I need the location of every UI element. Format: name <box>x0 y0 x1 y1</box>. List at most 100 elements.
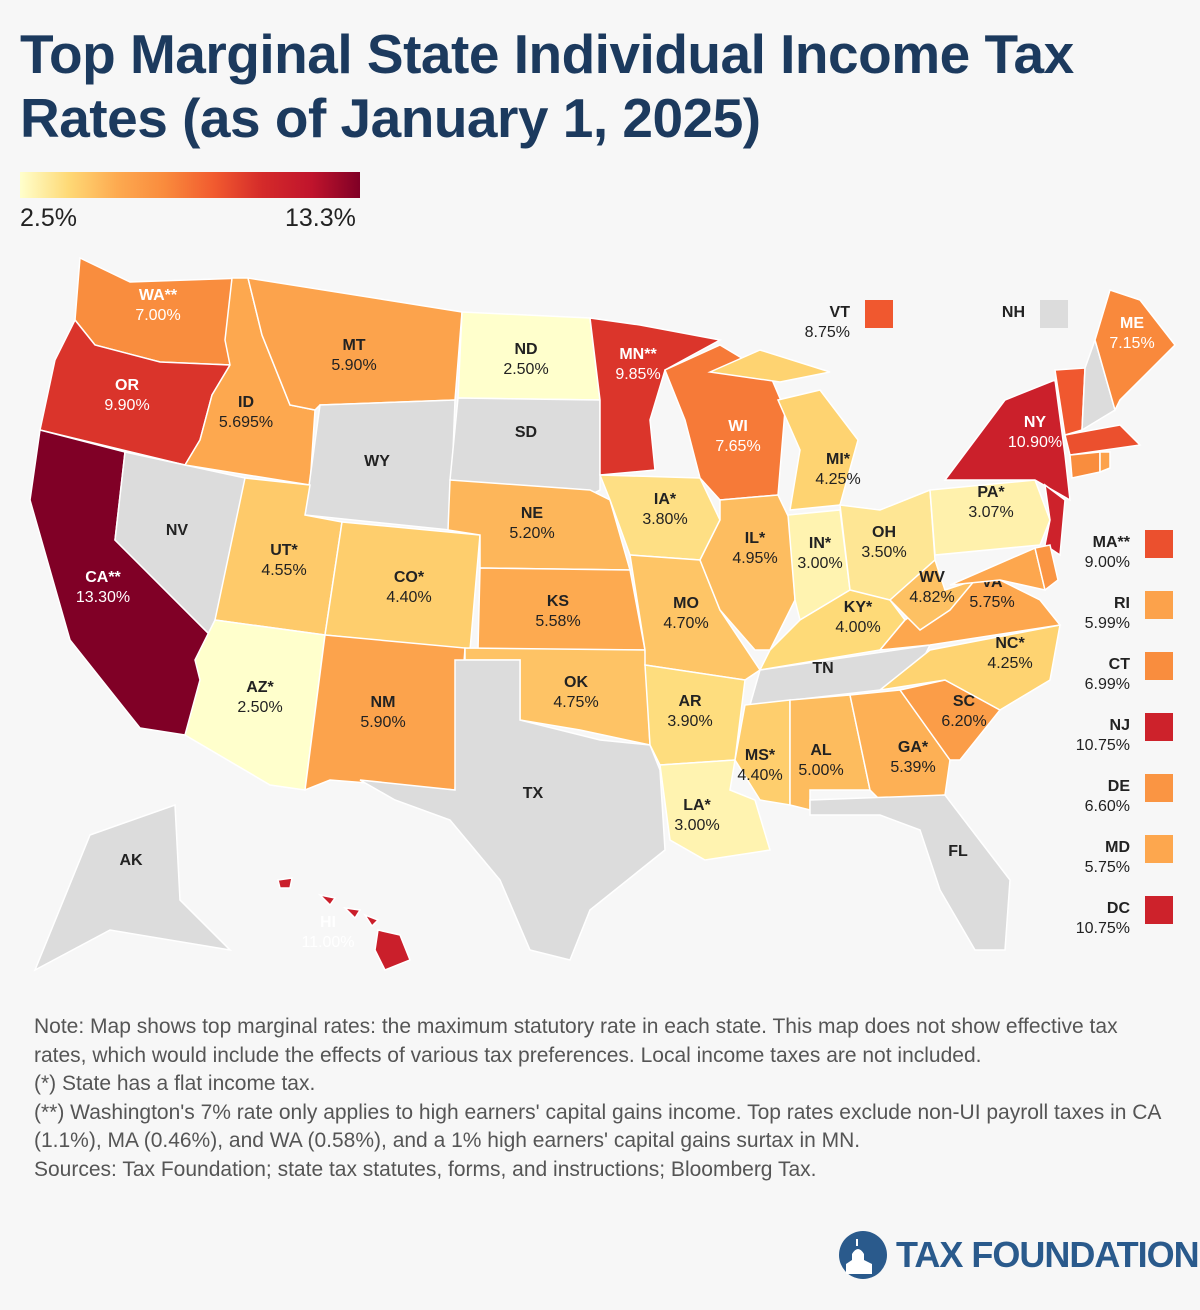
state-co: CO* 4.40% <box>324 521 481 651</box>
scale-min-label: 2.5% <box>20 204 77 232</box>
state-abbr-label: MI* <box>826 451 851 468</box>
state-abbr-label: TX <box>523 785 544 802</box>
state-rate-label: 4.40% <box>386 589 431 606</box>
state-sd: SD <box>449 397 601 496</box>
state-shape <box>589 317 723 476</box>
state-shape <box>1064 424 1142 456</box>
state-ak: AK <box>33 803 233 972</box>
state-abbr-label: CA** <box>85 569 121 586</box>
capitol-dome-icon <box>839 1231 887 1279</box>
legend-rate: 10.75% <box>1076 920 1130 937</box>
legend-abbr: NJ <box>1110 717 1130 734</box>
side-legend-ct: CT 6.99% <box>1085 652 1173 693</box>
state-rate-label: 4.55% <box>261 562 306 579</box>
state-abbr-label: NV <box>166 522 189 539</box>
state-abbr-label: MN** <box>619 346 657 363</box>
side-legend-ri: RI 5.99% <box>1085 591 1173 632</box>
state-rate-label: 4.25% <box>815 471 860 488</box>
state-shape <box>1094 289 1176 413</box>
state-fl: FL <box>809 794 1011 951</box>
state-rate-label: 5.695% <box>219 414 273 431</box>
state-shape <box>659 759 771 861</box>
page-title: Top Marginal State Individual Income Tax… <box>20 23 1074 149</box>
state-ma <box>1064 424 1142 456</box>
state-shape <box>449 397 601 496</box>
state-pa: PA* 3.07% <box>929 479 1051 556</box>
state-rate-label: 4.70% <box>663 615 708 632</box>
state-abbr-label: LA* <box>683 797 711 814</box>
legend-abbr: MA** <box>1093 534 1131 551</box>
state-abbr-label: SD <box>515 424 537 441</box>
state-nc: NC* 4.25% <box>877 624 1061 711</box>
state-rate-label: 5.00% <box>798 762 843 779</box>
state-shape <box>374 929 411 971</box>
legend-swatch <box>1145 774 1173 802</box>
state-shape <box>1069 451 1101 479</box>
state-abbr-label: NM <box>371 694 396 711</box>
state-shape <box>363 913 380 928</box>
state-rate-label: 11.00% <box>301 934 354 951</box>
state-rate-label: 13.30% <box>76 589 130 606</box>
state-abbr-label: NC* <box>995 635 1025 652</box>
state-shape <box>776 389 859 511</box>
state-ny: NY 10.90% <box>943 378 1071 502</box>
note-double-star: (**) Washington's 7% rate only applies t… <box>34 1100 1161 1153</box>
state-shape <box>809 794 1011 951</box>
side-legend-md: MD 5.75% <box>1085 835 1173 876</box>
legend-swatch <box>1145 652 1173 680</box>
state-il: IL* 4.95% <box>699 494 796 651</box>
state-rate-label: 5.90% <box>360 714 405 731</box>
color-scale-bar <box>20 172 360 198</box>
state-abbr-label: OR <box>115 377 139 394</box>
state-rate-label: 4.95% <box>732 550 777 567</box>
state-rate-label: 3.00% <box>797 555 842 572</box>
state-shape <box>277 877 293 889</box>
state-abbr-label: MT <box>342 337 365 354</box>
state-shape <box>33 803 233 972</box>
state-rate-label: 4.40% <box>737 767 782 784</box>
legend-swatch <box>865 300 893 328</box>
state-ks: KS 5.58% <box>477 567 646 651</box>
state-abbr-label: UT* <box>270 542 298 559</box>
state-rate-label: 5.58% <box>535 613 580 630</box>
notes: Note: Map shows top marginal rates: the … <box>34 1013 1174 1184</box>
state-rate-label: 5.75% <box>969 594 1014 611</box>
state-hi: HI 11.00% <box>277 877 411 971</box>
state-rate-label: 4.00% <box>835 619 880 636</box>
state-abbr-label: OH <box>872 524 896 541</box>
note-flat: (*) State has a flat income tax. <box>34 1072 316 1095</box>
side-legend-de: DE 6.60% <box>1085 774 1173 815</box>
state-abbr-label: CO* <box>394 569 425 586</box>
state-rate-label: 4.82% <box>909 589 954 606</box>
legend-rate: 6.99% <box>1085 676 1130 693</box>
state-abbr-label: SC <box>953 693 976 710</box>
side-legend-nj: NJ 10.75% <box>1076 713 1173 754</box>
state-abbr-label: GA* <box>898 739 929 756</box>
state-rate-label: 7.15% <box>1109 335 1154 352</box>
state-abbr-label: WY <box>364 453 390 470</box>
legend-rate: 5.75% <box>1085 859 1130 876</box>
state-mt: MT 5.90% <box>247 277 463 411</box>
state-wy: WY <box>304 399 456 531</box>
state-rate-label: 7.00% <box>135 307 180 324</box>
state-ri <box>1099 451 1111 474</box>
state-rate-label: 3.00% <box>674 817 719 834</box>
state-shape <box>699 494 796 651</box>
state-ct <box>1069 451 1101 479</box>
side-legend-ma: MA** 9.00% <box>1085 530 1173 571</box>
state-abbr-label: FL <box>948 843 968 860</box>
state-rate-label: 9.85% <box>615 366 660 383</box>
state-ne: NE 5.20% <box>447 479 631 571</box>
state-shape <box>342 906 362 920</box>
state-shape <box>324 521 481 651</box>
state-abbr-label: OK <box>564 674 588 691</box>
state-nm: NM 5.90% <box>304 634 466 792</box>
state-abbr-label: AL <box>810 742 832 759</box>
state-abbr-label: KS <box>547 593 570 610</box>
state-nd: ND 2.50% <box>457 311 601 401</box>
legend-swatch <box>1145 530 1173 558</box>
state-abbr-label: ME <box>1120 315 1144 332</box>
state-abbr-label: NY <box>1024 414 1047 431</box>
legend-swatch <box>1145 896 1173 924</box>
